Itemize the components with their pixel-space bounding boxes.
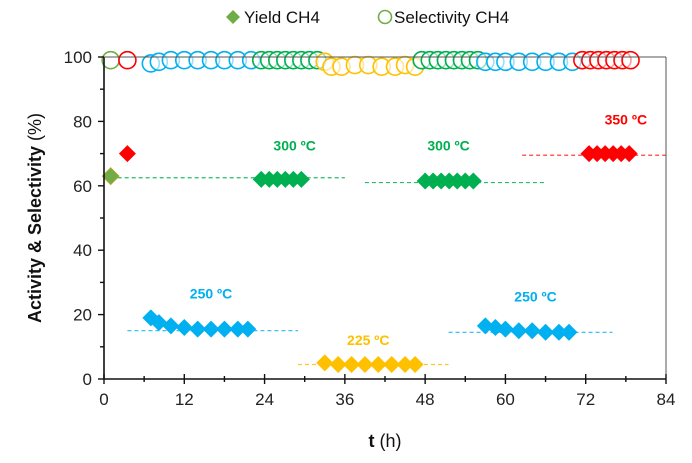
yield-point-300 (292, 170, 310, 188)
yield-point-250 (239, 320, 257, 338)
temperature-label-350: 350 ºC (605, 112, 647, 128)
temperature-label-250: 250 ºC (514, 289, 556, 305)
x-tick-label: 84 (657, 390, 676, 409)
yield-point-225 (316, 354, 334, 372)
yield-point-250 (560, 323, 578, 341)
y-axis-title: Activity & Selectivity (%) (25, 113, 45, 323)
yield-point-250 (189, 320, 207, 338)
x-tick-label: 72 (576, 390, 595, 409)
yield-point-250 (537, 323, 555, 341)
yield-point-225 (396, 356, 414, 374)
temperature-label-300: 300 ºC (427, 137, 469, 153)
y-tick-label: 60 (73, 177, 92, 196)
yield-point-225 (383, 356, 401, 374)
legend-label-yield: Yield CH4 (244, 8, 320, 27)
selectivity-point-350 (621, 50, 640, 70)
y-tick-label: 40 (73, 241, 92, 260)
x-axis-title-bold: t (369, 431, 375, 451)
temperature-label-250: 250 ºC (190, 286, 232, 302)
yield-point-250 (162, 317, 180, 335)
yield-point-250 (229, 320, 247, 338)
y-axis-title-bold: Activity & Selectivity (25, 146, 45, 323)
y-axis-title-unit: (%) (25, 113, 45, 146)
y-tick-label: 20 (73, 306, 92, 325)
yield-point-350 (118, 145, 136, 163)
yield-markers (101, 145, 638, 374)
x-tick-label: 0 (99, 390, 108, 409)
yield-point-225 (329, 356, 347, 374)
legend: Yield CH4 Selectivity CH4 (226, 8, 509, 27)
x-tick-label: 12 (175, 390, 194, 409)
yield-point-250 (175, 318, 193, 336)
legend-diamond-icon (226, 10, 240, 24)
yield-point-250 (496, 320, 514, 338)
temperature-label-300: 300 ºC (273, 137, 315, 153)
axes: 0 12 24 36 48 60 72 84 0 20 40 60 80 100 (64, 48, 676, 409)
yield-point-225 (356, 356, 374, 374)
yield-point-225 (406, 356, 424, 374)
x-tick-label: 60 (496, 390, 515, 409)
legend-label-selectivity: Selectivity CH4 (394, 8, 509, 27)
yield-point-300 (464, 172, 482, 190)
y-tick-label: 80 (73, 112, 92, 131)
yield-point-350 (620, 145, 638, 163)
x-tick-label: 48 (416, 390, 435, 409)
yield-point-250 (523, 322, 541, 340)
y-tick-label: 100 (64, 48, 92, 67)
yield-point-225 (343, 356, 361, 374)
x-axis-title-unit: (h) (375, 431, 402, 451)
x-axis-title: t (h) (369, 431, 402, 451)
x-tick-label: 24 (255, 390, 274, 409)
legend-circle-icon (377, 9, 393, 25)
y-tick-label: 0 (83, 370, 92, 389)
yield-point-250 (215, 320, 233, 338)
yield-point-250 (202, 320, 220, 338)
selectivity-markers (101, 50, 640, 76)
yield-point-initial (101, 167, 120, 186)
yield-point-225 (369, 356, 387, 374)
temperature-label-225: 225 ºC (347, 332, 389, 348)
temperature-labels: 300 ºC 300 ºC 350 ºC 250 ºC 250 ºC 225 ºC (190, 112, 647, 349)
yield-point-250 (550, 323, 568, 341)
selectivity-point-350 (118, 50, 137, 70)
yield-point-250 (510, 322, 528, 340)
yield-point-250 (150, 314, 168, 332)
x-tick-label: 36 (335, 390, 354, 409)
